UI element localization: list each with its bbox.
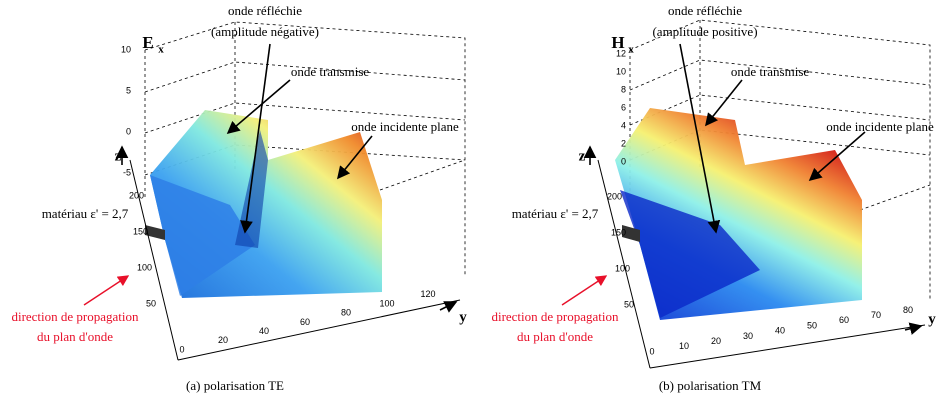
z-axis-label: z <box>115 148 122 164</box>
depth-tick-label: 150 <box>133 226 148 236</box>
y-tick-label: 40 <box>775 326 785 336</box>
caption: (a) polarisation TE <box>186 378 284 393</box>
y-tick-label: 0 <box>649 346 654 356</box>
material-label: matériau ε' = 2,7 <box>42 206 129 221</box>
z-tick-label: 10 <box>121 44 131 54</box>
annotation-incident: onde incidente plane <box>826 119 934 134</box>
z-tick-label: 6 <box>621 102 626 112</box>
depth-tick-label: 50 <box>146 298 156 308</box>
z-tick-label: 4 <box>621 120 626 130</box>
y-tick-label: 120 <box>420 289 435 299</box>
depth-tick-label: 50 <box>624 299 634 309</box>
y-tick-label: 20 <box>218 335 228 345</box>
y-tick-label: 50 <box>807 320 817 330</box>
y-tick-label: 30 <box>743 331 753 341</box>
propagation-label: du plan d'onde <box>517 329 593 344</box>
field-symbol: E <box>142 33 153 52</box>
z-tick-label: 2 <box>621 138 626 148</box>
z-tick-label: 12 <box>616 48 626 58</box>
annotation-reflected: onde réfléchie <box>228 3 302 18</box>
z-tick-label: 5 <box>126 85 131 95</box>
z-tick-label: -5 <box>123 167 131 177</box>
y-tick-label: 10 <box>679 341 689 351</box>
depth-tick-label: 200 <box>129 190 144 200</box>
y-tick-label: 0 <box>179 344 184 354</box>
annotation-transmitted: onde transmise <box>731 64 810 79</box>
y-tick-label: 70 <box>871 310 881 320</box>
y-tick-label: 40 <box>259 326 269 336</box>
y-tick-label: 60 <box>300 317 310 327</box>
caption: (b) polarisation TM <box>659 378 762 393</box>
field-subscript: x <box>628 44 634 56</box>
field-subscript: x <box>158 44 164 56</box>
y-tick-label: 80 <box>341 308 351 318</box>
annotation-transmitted: onde transmise <box>291 64 370 79</box>
layout <box>83 19 931 369</box>
z-axis-label: z <box>579 148 586 164</box>
depth-tick-label: 200 <box>607 191 622 201</box>
y-axis-label: y <box>928 311 936 327</box>
annotation-note: (amplitude négative) <box>211 24 319 39</box>
depth-tick-label: 100 <box>615 263 630 273</box>
propagation-label: direction de propagation <box>491 309 619 324</box>
annotation-incident: onde incidente plane <box>351 119 459 134</box>
depth-tick-label: 100 <box>137 262 152 272</box>
y-tick-label: 20 <box>711 336 721 346</box>
z-tick-label: 8 <box>621 84 626 94</box>
z-tick-label: 10 <box>616 66 626 76</box>
y-axis-label: y <box>459 309 467 325</box>
field-symbol: H <box>611 33 624 52</box>
propagation-label: direction de propagation <box>11 309 139 324</box>
z-tick-label: 0 <box>126 126 131 136</box>
y-tick-label: 60 <box>839 315 849 325</box>
depth-tick-label: 150 <box>611 227 626 237</box>
propagation-label: du plan d'onde <box>37 329 113 344</box>
y-tick-label: 100 <box>379 298 394 308</box>
annotation-reflected: onde réfléchie <box>668 3 742 18</box>
material-label: matériau ε' = 2,7 <box>512 206 599 221</box>
annotation-note: (amplitude positive) <box>652 24 757 39</box>
y-tick-label: 80 <box>903 305 913 315</box>
z-tick-label: 0 <box>621 156 626 166</box>
